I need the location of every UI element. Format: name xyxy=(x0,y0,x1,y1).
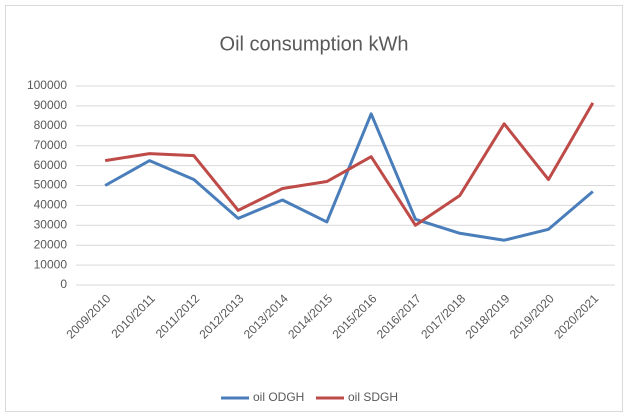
legend-label: oil ODGH xyxy=(253,390,304,404)
legend-label: oil SDGH xyxy=(348,390,398,404)
y-tick-label: 40000 xyxy=(34,198,68,212)
y-tick-label: 30000 xyxy=(34,217,68,231)
y-tick-label: 60000 xyxy=(34,158,68,172)
y-tick-label: 70000 xyxy=(34,138,68,152)
y-tick-label: 80000 xyxy=(34,118,68,132)
series-line xyxy=(104,102,595,227)
y-tick-label: 50000 xyxy=(34,178,68,192)
y-tick-label: 10000 xyxy=(34,257,68,271)
chart-title: Oil consumption kWh xyxy=(220,33,409,55)
y-tick-label: 90000 xyxy=(34,98,68,112)
chart-frame xyxy=(5,5,623,412)
y-tick-label: 0 xyxy=(60,277,67,291)
y-tick-label: 100000 xyxy=(27,78,67,92)
y-tick-label: 20000 xyxy=(34,237,68,251)
